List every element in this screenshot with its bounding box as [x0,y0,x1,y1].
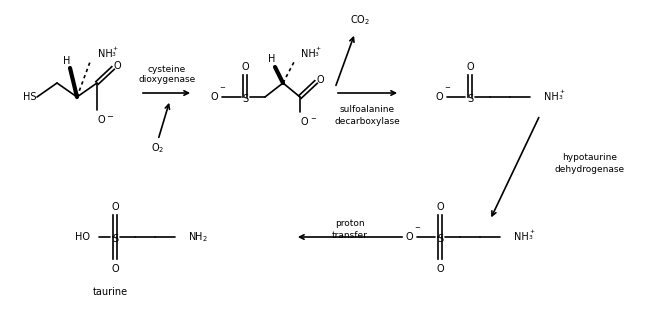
Text: taurine: taurine [92,287,128,297]
Text: HS: HS [23,92,36,102]
Text: O: O [316,75,324,85]
Text: S: S [112,234,118,244]
Text: −: − [310,116,316,122]
Text: CO$_2$: CO$_2$ [350,13,370,27]
Text: NH: NH [514,232,529,242]
Text: H: H [63,56,71,66]
Text: O: O [435,92,443,102]
Text: −: − [219,85,225,91]
Text: NH: NH [98,49,113,59]
Text: decarboxylase: decarboxylase [334,117,400,125]
Text: O: O [111,264,119,274]
Text: O: O [97,115,105,125]
Text: O$_2$: O$_2$ [151,141,165,155]
Text: O: O [241,62,249,72]
Text: O: O [405,232,413,242]
Text: NH: NH [301,49,316,59]
Text: $_3^+$: $_3^+$ [314,45,322,59]
Text: $_3^+$: $_3^+$ [528,228,536,242]
Text: −: − [414,225,420,231]
Text: O: O [111,202,119,212]
Text: cysteine: cysteine [148,65,186,75]
Text: sulfoalanine: sulfoalanine [339,106,395,114]
Text: transfer: transfer [332,230,368,240]
Text: −: − [444,85,450,91]
Text: O: O [436,264,444,274]
Text: O: O [466,62,474,72]
Text: S: S [242,94,248,104]
Text: hypotaurine: hypotaurine [562,154,618,162]
Text: O: O [210,92,218,102]
Text: O: O [300,117,308,127]
Text: $_3^+$: $_3^+$ [111,45,118,59]
Text: H: H [268,54,275,64]
Text: NH: NH [544,92,559,102]
Text: HO: HO [75,232,90,242]
Text: dioxygenase: dioxygenase [139,76,195,84]
Text: NH$_2$: NH$_2$ [188,230,208,244]
Text: dehydrogenase: dehydrogenase [555,165,625,173]
Text: proton: proton [335,220,365,228]
Text: S: S [467,94,473,104]
Text: S: S [437,234,443,244]
Text: O: O [436,202,444,212]
Text: −: − [107,112,113,121]
Text: $_3^+$: $_3^+$ [558,88,566,102]
Text: O: O [113,61,121,71]
